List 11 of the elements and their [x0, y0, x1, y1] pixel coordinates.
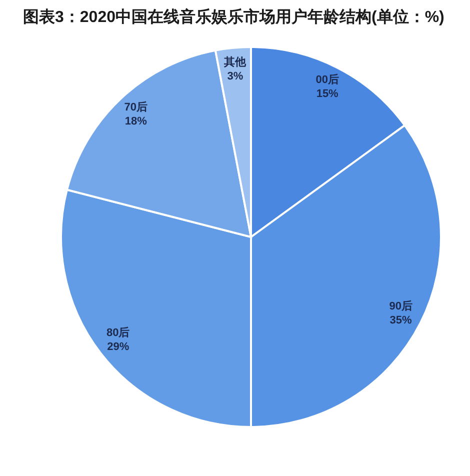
slice-label: 其他 — [223, 56, 248, 69]
data-label: 29% — [107, 341, 130, 354]
slice-label: 70后 — [124, 100, 148, 114]
data-label: 3% — [227, 70, 244, 83]
chart-title: 图表3：2020中国在线音乐娱乐市场用户年龄结构(单位：%) — [23, 8, 444, 26]
data-label: 35% — [390, 314, 412, 326]
slice-label: 80后 — [106, 326, 130, 340]
slice-label: 90后 — [389, 299, 412, 312]
data-label: 18% — [124, 115, 148, 128]
data-label: 15% — [316, 88, 339, 100]
slice-label: 00后 — [316, 73, 339, 86]
